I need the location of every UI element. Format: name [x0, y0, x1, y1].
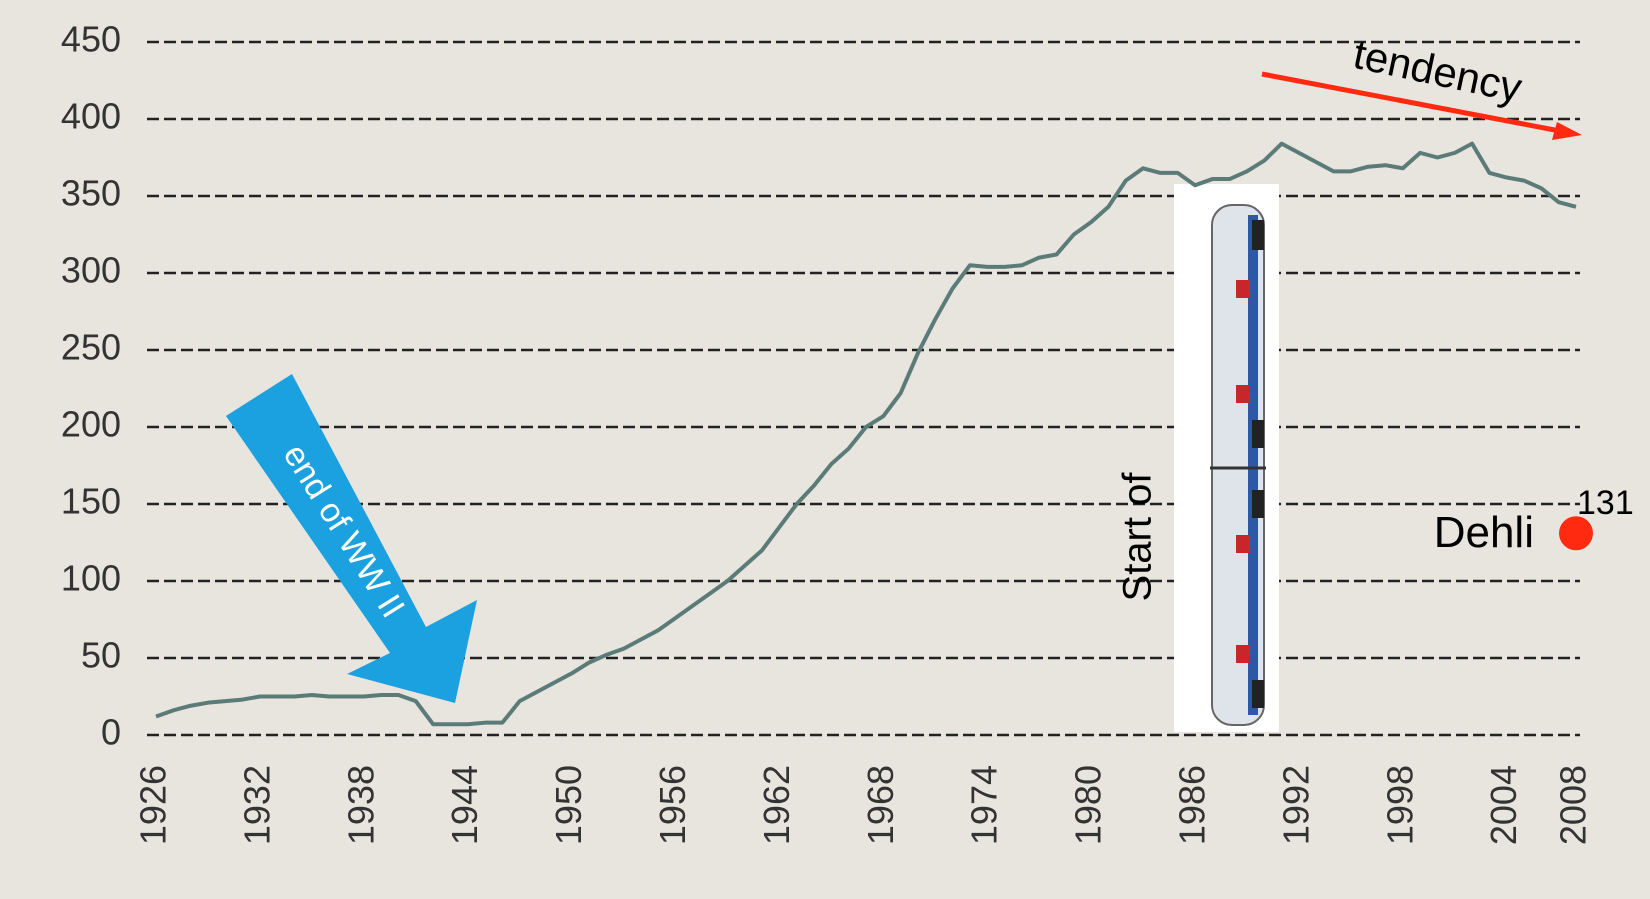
chart: end of WW II Start of tendency Dehli131 … — [0, 0, 1650, 899]
x-tick-label: 1998 — [1379, 765, 1420, 845]
y-tick-label: 250 — [61, 327, 121, 368]
x-tick-label: 1962 — [756, 765, 797, 845]
y-tick-label: 400 — [61, 96, 121, 137]
x-tick-label: 2008 — [1553, 765, 1594, 845]
start-label: Start of — [1116, 472, 1160, 602]
y-tick-label: 100 — [61, 558, 121, 599]
y-tick-label: 0 — [101, 712, 121, 753]
page: end of WW II Start of tendency Dehli131 … — [0, 0, 1650, 899]
x-tick-label: 1932 — [236, 765, 277, 845]
y-tick-label: 300 — [61, 250, 121, 291]
x-tick-label: 1956 — [652, 765, 693, 845]
x-tick-label: 1926 — [133, 765, 174, 845]
x-tick-label: 1950 — [548, 765, 589, 845]
y-tick-label: 200 — [61, 404, 121, 445]
x-tick-label: 1974 — [964, 765, 1005, 845]
x-tick-label: 1992 — [1275, 765, 1316, 845]
train-image — [1174, 184, 1279, 732]
y-tick-label: 450 — [61, 19, 121, 60]
y-tick-label: 150 — [61, 481, 121, 522]
dehli-label: Dehli — [1434, 508, 1534, 557]
background — [0, 0, 1650, 899]
x-tick-label: 1938 — [340, 765, 381, 845]
x-tick-label: 1944 — [444, 765, 485, 845]
x-tick-label: 1968 — [860, 765, 901, 845]
y-tick-label: 50 — [81, 635, 121, 676]
y-tick-label: 350 — [61, 173, 121, 214]
dehli-value: 131 — [1577, 484, 1634, 522]
x-tick-label: 2004 — [1483, 765, 1524, 845]
x-tick-label: 1980 — [1068, 765, 1109, 845]
x-tick-label: 1986 — [1172, 765, 1213, 845]
